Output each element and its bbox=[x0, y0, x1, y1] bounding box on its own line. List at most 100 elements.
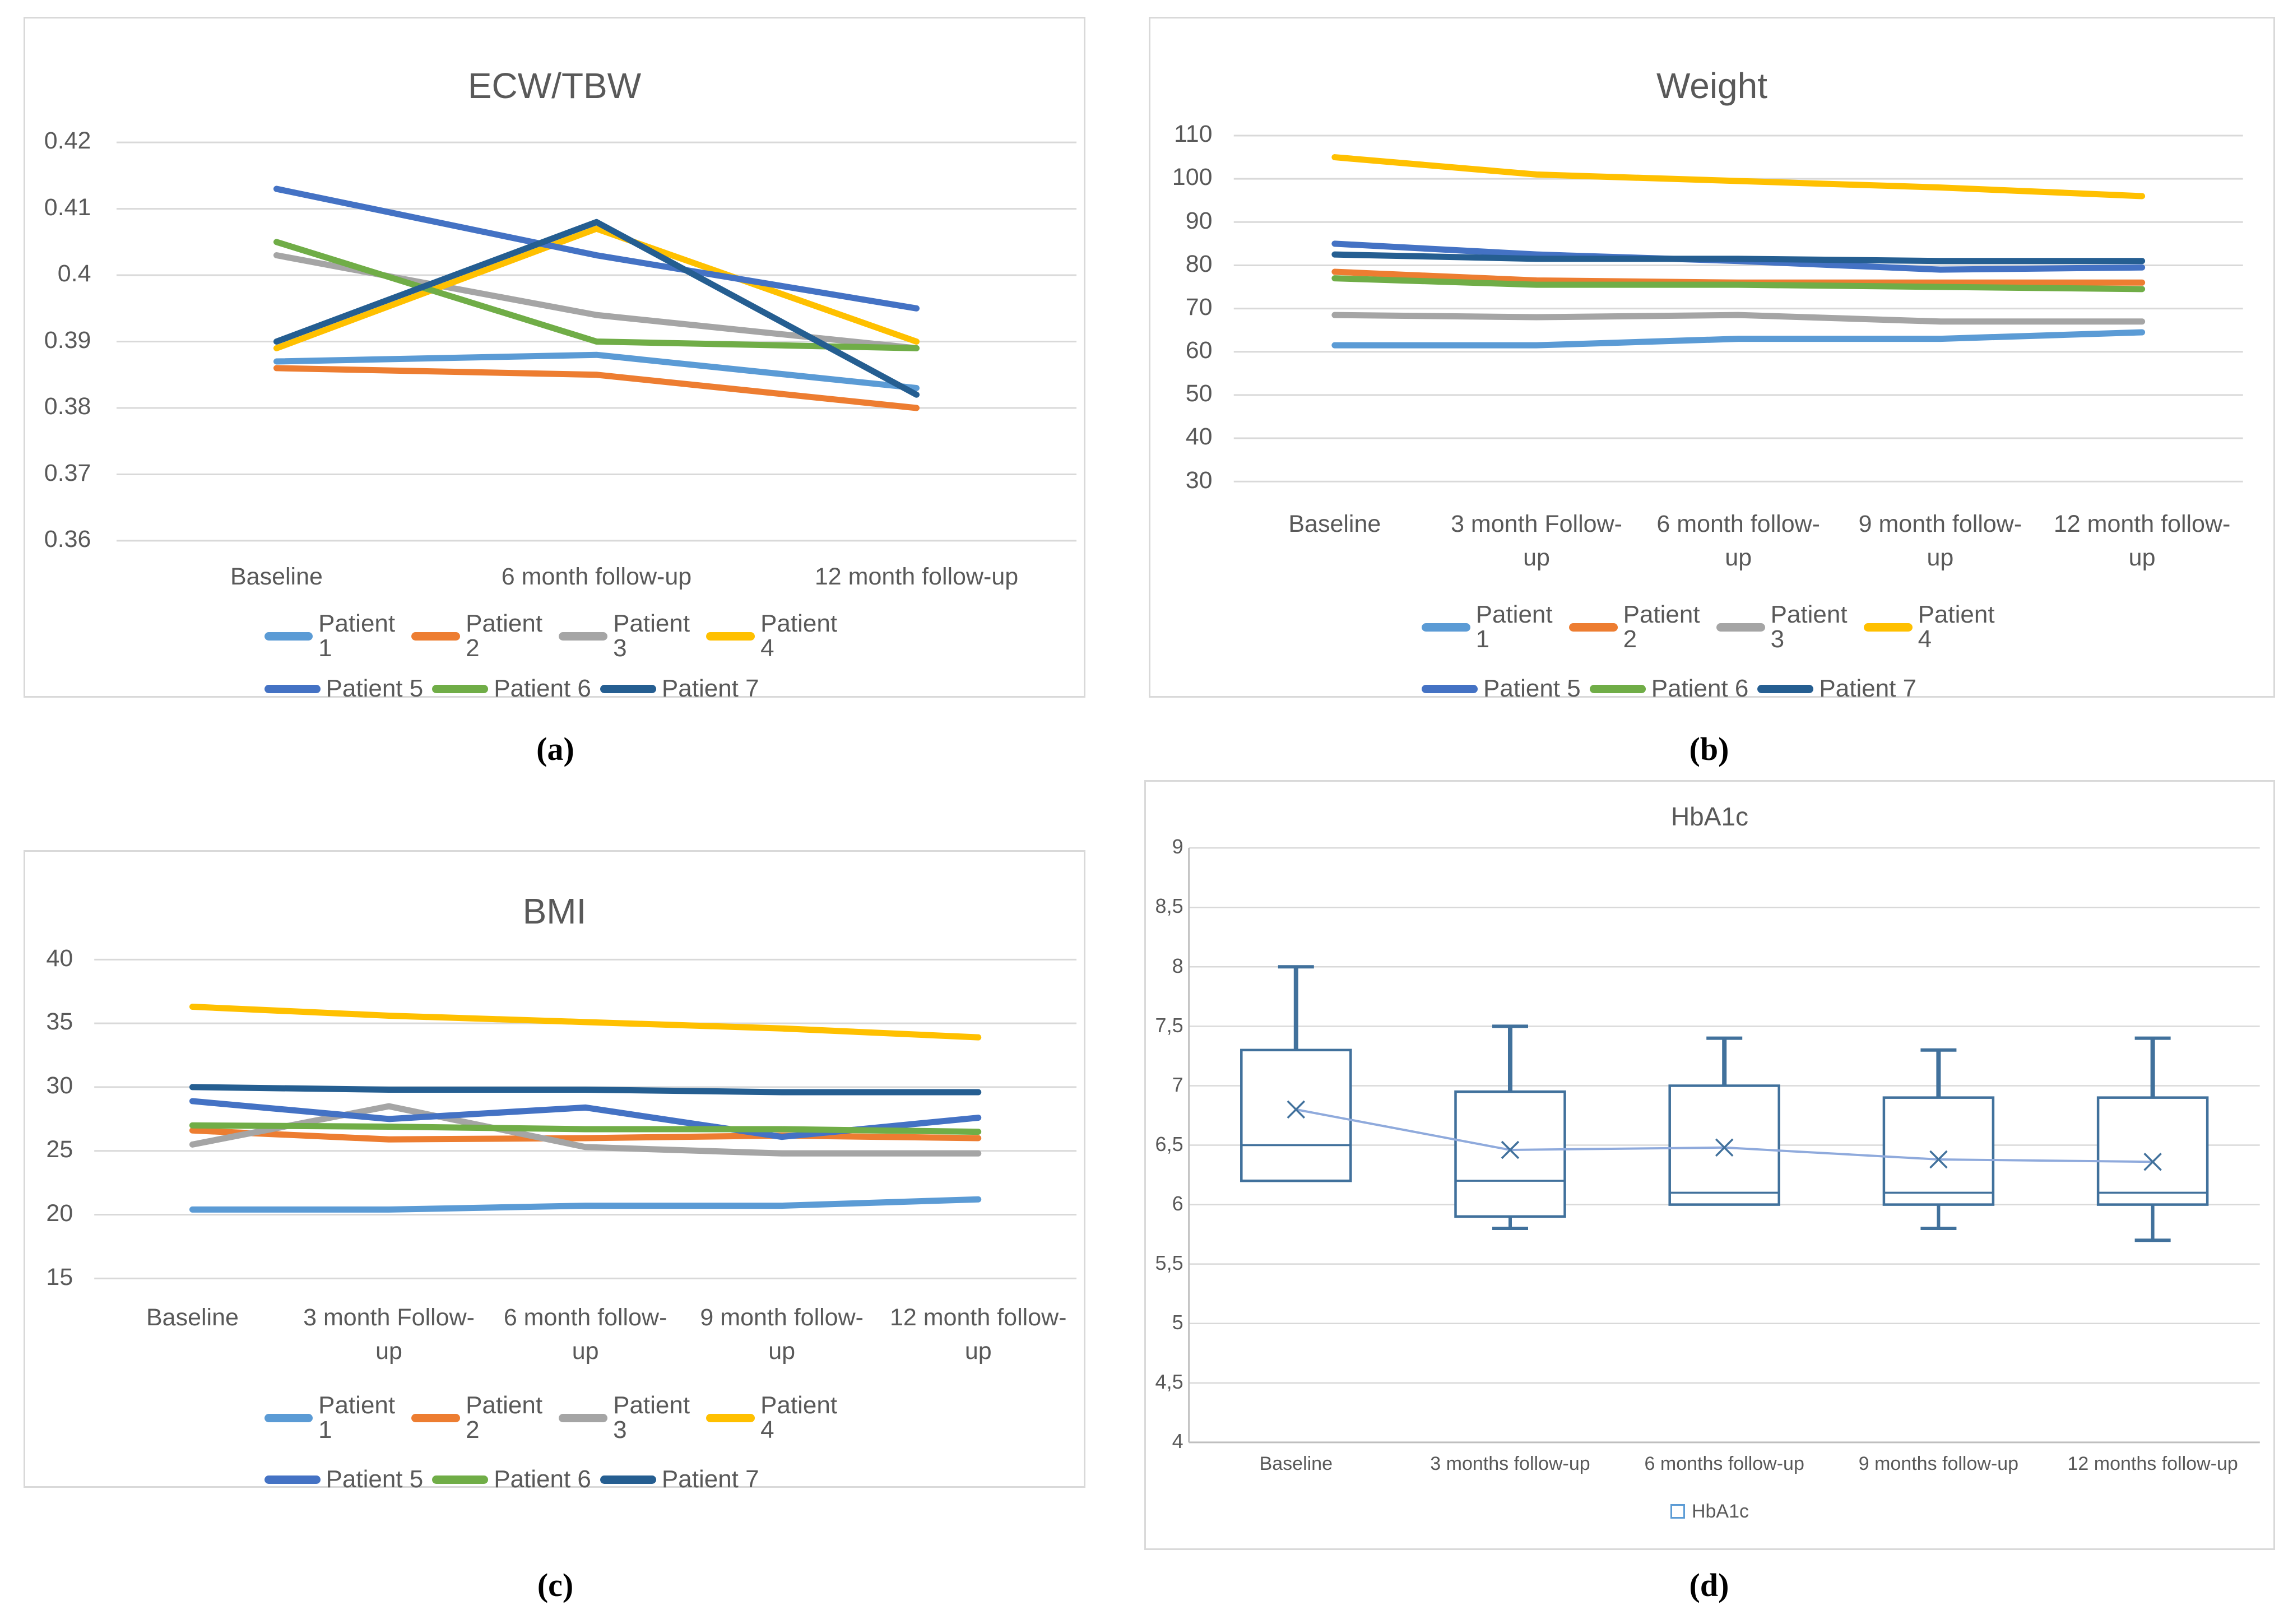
series-line-patient-4 bbox=[273, 225, 920, 351]
legend-swatch bbox=[411, 632, 461, 641]
series-line-patient-6 bbox=[273, 239, 920, 351]
legend-label: HbA1c bbox=[1691, 1500, 1749, 1522]
legend-swatch bbox=[600, 1475, 656, 1484]
y-tick-label: 40 bbox=[46, 944, 73, 972]
box-iqr bbox=[1240, 1048, 1352, 1182]
y-tick-label: 5,5 bbox=[1155, 1251, 1183, 1274]
mean-marker-x bbox=[1715, 1138, 1734, 1157]
box-iqr bbox=[1454, 1090, 1566, 1218]
x-category-label: 6 month follow-up bbox=[1570, 507, 1906, 574]
legend-swatch bbox=[1422, 623, 1470, 632]
x-category-line: 3 month Follow- bbox=[1451, 511, 1622, 538]
x-category-line: up bbox=[572, 1338, 599, 1365]
y-tick-label: 35 bbox=[46, 1008, 73, 1036]
panel-hba1c: HbA1c 9 8,5 8 7,5 7 6,5 6 5,5 5 4,5 4 Baseline 3 mon… bbox=[1144, 780, 2275, 1550]
x-category-label: 6 months follow-up bbox=[1556, 1453, 1892, 1475]
y-tick-label: 60 bbox=[1185, 337, 1213, 364]
series-line-patient-1 bbox=[273, 351, 920, 391]
legend-item: Patient 6 bbox=[1589, 676, 1748, 701]
legend-swatch bbox=[1757, 684, 1814, 693]
x-category-line: Baseline bbox=[146, 1304, 239, 1331]
legend-swatch bbox=[1716, 623, 1765, 632]
x-category-line: Baseline bbox=[1259, 1453, 1333, 1474]
legend-swatch bbox=[706, 632, 755, 641]
legend-label: Patient 1 bbox=[1475, 601, 1553, 653]
legend-row: Patient 1 Patient 2 Patient 3 Patient 4 bbox=[264, 1393, 845, 1442]
y-tick-label: 90 bbox=[1185, 207, 1213, 234]
y-tick-label: 100 bbox=[1172, 164, 1213, 191]
y-tick-label: 8 bbox=[1172, 954, 1183, 977]
x-category-line: up bbox=[2128, 544, 2156, 572]
series-line-patient-3 bbox=[189, 1103, 982, 1157]
x-category-label: 12 month follow-up bbox=[810, 1301, 1147, 1368]
series-line-patient-3 bbox=[1331, 312, 2146, 325]
x-category-line: 3 month Follow- bbox=[303, 1304, 475, 1331]
legend-row: Patient 5 Patient 6 Patient 7 bbox=[264, 676, 759, 701]
legend-item: Patient 1 bbox=[264, 1393, 403, 1442]
x-category-line: 3 months follow-up bbox=[1430, 1453, 1590, 1474]
x-category-line: 9 months follow-up bbox=[1858, 1453, 2019, 1474]
y-tick-label: 8,5 bbox=[1155, 894, 1183, 918]
panel-caption-c: (c) bbox=[537, 1567, 574, 1603]
legend-item: Patient 7 bbox=[600, 1467, 759, 1492]
y-tick-label: 15 bbox=[46, 1263, 73, 1291]
y-tick-label: 40 bbox=[1185, 423, 1213, 451]
chart-title-bmi: BMI bbox=[522, 891, 587, 932]
x-category-line: 12 months follow-up bbox=[2067, 1453, 2238, 1474]
legend-row: Patient 1 Patient 2 Patient 3 Patient 4 bbox=[264, 611, 845, 661]
y-tick-label: 0.39 bbox=[44, 326, 91, 354]
panel-bmi: BMI 40 35 30 25 20 15 Baseline 3 month Follow-u… bbox=[24, 850, 1085, 1492]
x-category-line: 9 month follow- bbox=[700, 1304, 864, 1331]
legend-label: Patient 3 bbox=[1770, 601, 1848, 653]
y-tick-label: 70 bbox=[1185, 293, 1213, 321]
x-category-line: 9 month follow- bbox=[1858, 511, 2022, 538]
legend-label: Patient 3 bbox=[613, 1391, 690, 1444]
x-category-label: Baseline bbox=[1128, 1453, 1464, 1475]
legend-item: Patient 6 bbox=[432, 1467, 591, 1492]
y-tick-label: 4 bbox=[1172, 1430, 1183, 1453]
y-tick-label: 0.36 bbox=[44, 526, 91, 553]
x-category-line: up bbox=[375, 1338, 402, 1365]
legend-swatch bbox=[432, 1475, 489, 1484]
x-category-line: 12 month follow-up bbox=[814, 563, 1019, 591]
x-category-label: 9 month follow-up bbox=[614, 1301, 950, 1368]
legend-swatch bbox=[706, 1413, 755, 1422]
legend-row: Patient 5 Patient 6 Patient 7 bbox=[264, 1467, 759, 1492]
y-tick-label: 7 bbox=[1172, 1073, 1183, 1096]
legend-item: Patient 4 bbox=[1863, 602, 2002, 652]
legend-label: Patient 2 bbox=[466, 610, 543, 662]
legend-item: HbA1c bbox=[1670, 1502, 1749, 1521]
panel-caption-d: (d) bbox=[1689, 1567, 1729, 1603]
legend-item: Patient 7 bbox=[1757, 676, 1916, 701]
mean-marker-x bbox=[2143, 1152, 2162, 1171]
legend-item: Patient 2 bbox=[411, 610, 550, 662]
legend: Patient 1 Patient 2 Patient 3 Patient 4 Pati… bbox=[264, 611, 845, 701]
series-line-patient-1 bbox=[189, 1196, 982, 1213]
x-category-label: 3 month Follow-up bbox=[221, 1301, 557, 1368]
legend-swatch bbox=[1863, 623, 1913, 632]
legend-swatch bbox=[1422, 684, 1478, 693]
legend-item: Patient 3 bbox=[559, 1393, 698, 1442]
y-tick-label: 0.42 bbox=[44, 127, 91, 155]
y-tick-label: 30 bbox=[46, 1072, 73, 1099]
legend-box-swatch bbox=[1670, 1504, 1685, 1519]
panel-ecw-tbw: ECW/TBW 0.42 0.41 0.4 0.39 0.38 0.37 0.36 Basel… bbox=[24, 17, 1085, 701]
legend-label: Patient 5 bbox=[326, 675, 424, 703]
legend-swatch bbox=[411, 1413, 461, 1422]
legend-row: Patient 1 Patient 2 Patient 3 Patient 4 bbox=[1422, 602, 2002, 652]
x-category-line: 6 month follow- bbox=[503, 1304, 667, 1331]
legend-swatch bbox=[432, 684, 489, 693]
legend-row: HbA1c bbox=[1670, 1502, 1749, 1521]
x-category-label: Baseline bbox=[24, 1301, 360, 1334]
y-tick-label: 0.38 bbox=[44, 393, 91, 420]
x-category-line: up bbox=[1725, 544, 1752, 572]
series-line-patient-7 bbox=[1331, 251, 2146, 265]
chart-title-ecw-tbw: ECW/TBW bbox=[467, 65, 642, 106]
series-line-patient-2 bbox=[189, 1127, 982, 1143]
legend-label: Patient 6 bbox=[494, 1465, 591, 1493]
x-category-line: up bbox=[964, 1338, 992, 1365]
legend-swatch bbox=[264, 684, 321, 693]
chart-title-weight: Weight bbox=[1656, 65, 1768, 106]
x-category-label: Baseline bbox=[1167, 507, 1503, 541]
